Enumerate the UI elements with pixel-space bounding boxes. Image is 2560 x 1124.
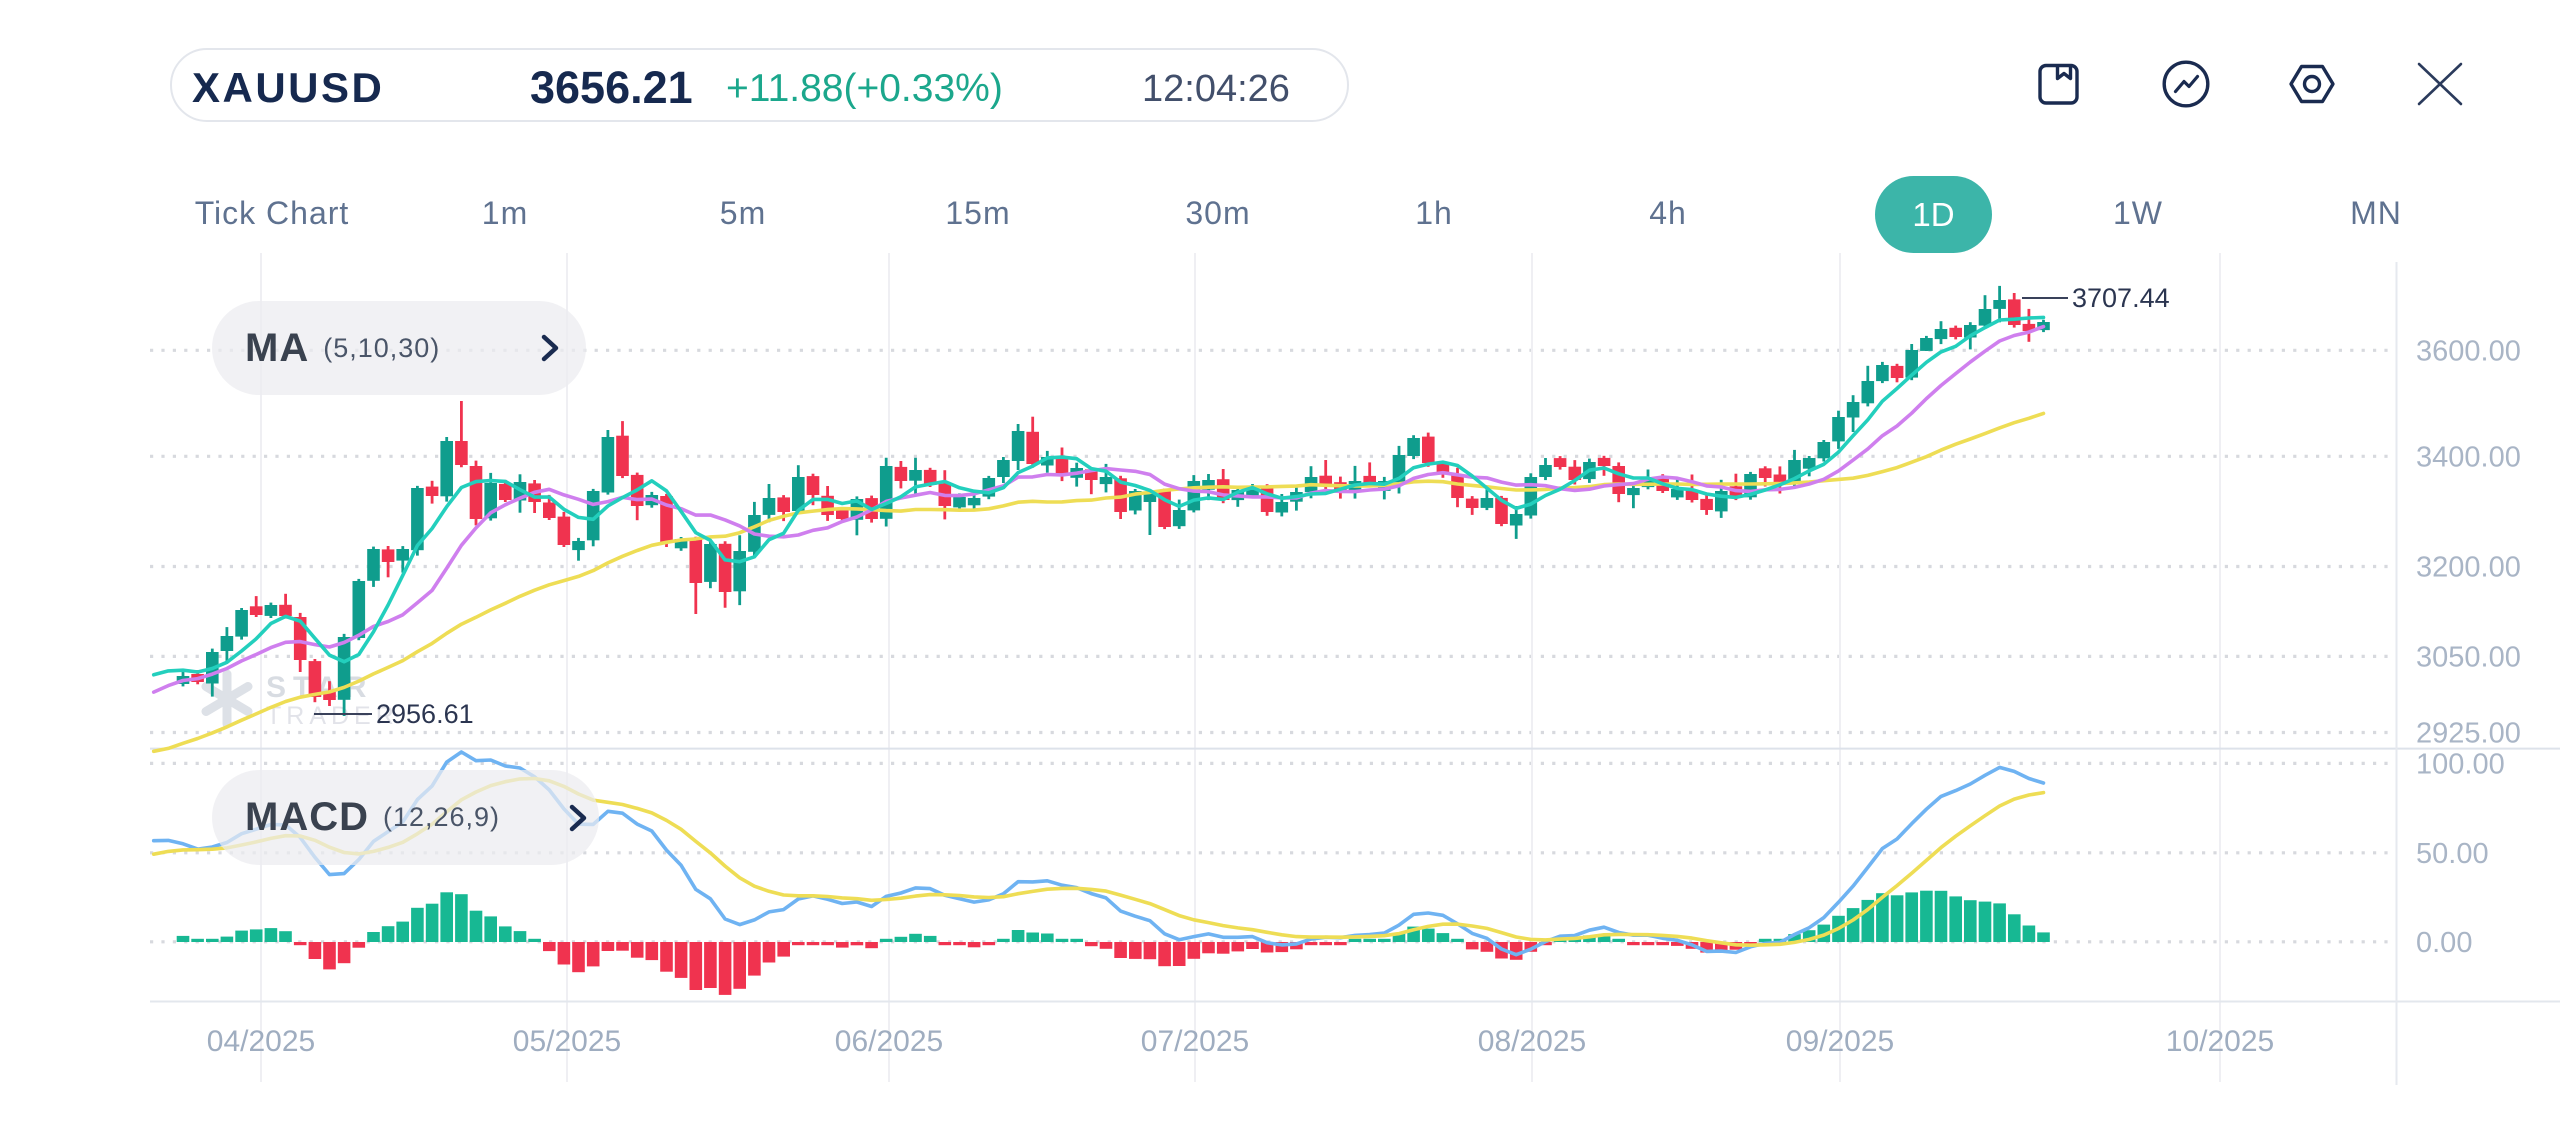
svg-text:10/2025: 10/2025	[2166, 1025, 2274, 1058]
svg-text:50.00: 50.00	[2416, 838, 2489, 870]
svg-text:0.00: 0.00	[2416, 927, 2472, 959]
svg-text:3200.00: 3200.00	[2416, 552, 2521, 584]
svg-text:3600.00: 3600.00	[2416, 335, 2521, 367]
svg-text:2956.61: 2956.61	[376, 699, 474, 729]
svg-text:09/2025: 09/2025	[1786, 1025, 1894, 1058]
svg-text:05/2025: 05/2025	[513, 1025, 621, 1058]
svg-text:08/2025: 08/2025	[1478, 1025, 1586, 1058]
svg-text:3707.44: 3707.44	[2072, 283, 2170, 313]
svg-text:3400.00: 3400.00	[2416, 441, 2521, 473]
svg-text:3050.00: 3050.00	[2416, 641, 2521, 673]
svg-text:06/2025: 06/2025	[835, 1025, 943, 1058]
svg-text:07/2025: 07/2025	[1141, 1025, 1249, 1058]
svg-text:100.00: 100.00	[2416, 748, 2505, 780]
svg-text:2925.00: 2925.00	[2416, 718, 2521, 750]
svg-text:TRADER: TRADER	[266, 702, 399, 730]
svg-text:04/2025: 04/2025	[207, 1025, 315, 1058]
